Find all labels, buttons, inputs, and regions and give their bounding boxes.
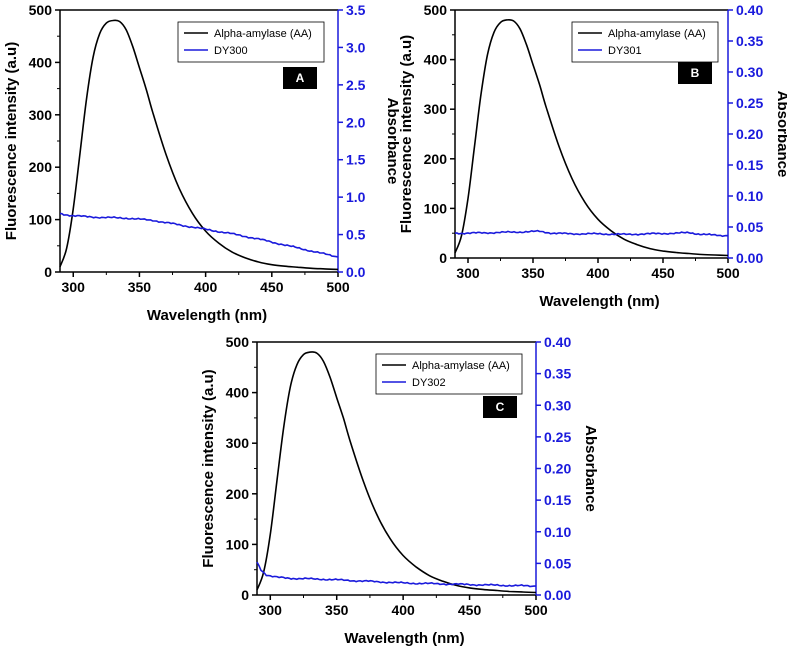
- y-left-tick-label: 400: [424, 52, 448, 68]
- y-right-tick-label: 0.10: [736, 188, 763, 204]
- y-right-tick-label: 0.05: [736, 219, 763, 235]
- y-right-tick-label: 0.15: [544, 492, 571, 508]
- y-left-tick-label: 100: [226, 536, 250, 552]
- x-tick-label: 300: [259, 602, 283, 618]
- x-tick-label: 500: [524, 602, 548, 618]
- y-left-axis-title: Fluorescence intensity (a.u): [200, 369, 217, 567]
- series-line-dy300: [59, 212, 339, 258]
- series-line-dy301: [454, 229, 729, 238]
- panel-c: 300 350 400 450 50001002003004005000.000.050…: [200, 334, 599, 647]
- panel-badge: [483, 396, 517, 418]
- x-tick-label: 350: [521, 265, 545, 281]
- x-tick-label: 350: [325, 602, 349, 618]
- legend: Alpha-amylase (AA) DY300: [177, 21, 325, 63]
- legend-entry: Alpha-amylase (AA): [412, 360, 510, 372]
- y-left-axis-title: Fluorescence intensity (a.u): [3, 42, 20, 240]
- x-tick-label: 400: [194, 279, 218, 295]
- y-right-tick-label: 3.5: [346, 2, 366, 18]
- panel-badge: [678, 62, 712, 84]
- legend-entry: Alpha-amylase (AA): [214, 28, 312, 40]
- y-right-tick-label: 0.00: [736, 250, 763, 266]
- y-left-tick-label: 500: [424, 2, 448, 18]
- x-axis-title: Wavelength (nm): [539, 293, 659, 310]
- y-right-tick-label: 0.25: [736, 95, 763, 111]
- x-tick-label: 500: [716, 265, 740, 281]
- y-left-tick-label: 100: [424, 200, 448, 216]
- panel-b: 300 350 400 450 50001002003004005000.000.050…: [398, 2, 787, 310]
- legend-box: [177, 21, 325, 63]
- y-right-tick-label: 0.20: [544, 461, 571, 477]
- x-tick-label: 450: [260, 279, 284, 295]
- x-axis-title: Wavelength (nm): [344, 630, 464, 647]
- y-right-tick-label: 1.0: [346, 189, 366, 205]
- y-right-tick-label: 0.20: [736, 126, 763, 142]
- x-tick-label: 500: [326, 279, 350, 295]
- y-left-axis-title: Fluorescence intensity (a.u): [398, 35, 415, 233]
- y-right-tick-label: 0.5: [346, 227, 366, 243]
- y-right-tick-label: 2.0: [346, 114, 366, 130]
- legend-box: [571, 21, 719, 63]
- y-left-tick-label: 200: [29, 159, 53, 175]
- legend-box: [375, 353, 523, 395]
- x-tick-label: 400: [586, 265, 610, 281]
- x-axis-title: Wavelength (nm): [147, 307, 267, 324]
- y-right-axis-title: Absorbance: [774, 91, 787, 178]
- y-right-tick-label: 0.10: [544, 524, 571, 540]
- x-tick-label: 400: [391, 602, 415, 618]
- legend: Alpha-amylase (AA) DY302: [375, 353, 523, 395]
- x-tick-label: 300: [456, 265, 480, 281]
- y-right-tick-label: 0.0: [346, 264, 366, 280]
- y-left-tick-label: 300: [29, 107, 53, 123]
- y-right-tick-label: 0.15: [736, 157, 763, 173]
- y-left-tick-label: 0: [241, 587, 249, 603]
- y-right-axis-title: Absorbance: [582, 425, 599, 512]
- y-right-tick-label: 0.35: [544, 366, 571, 382]
- y-right-tick-label: 1.5: [346, 152, 366, 168]
- legend-entry: DY302: [412, 377, 446, 389]
- y-left-tick-label: 400: [29, 54, 53, 70]
- series-line-alpha-amylase: [454, 18, 729, 257]
- series-line-alpha-amylase: [59, 19, 339, 271]
- y-left-tick-label: 200: [226, 486, 250, 502]
- y-left-tick-label: 500: [226, 334, 250, 350]
- y-right-tick-label: 0.25: [544, 429, 571, 445]
- x-tick-label: 450: [458, 602, 482, 618]
- legend: Alpha-amylase (AA) DY301: [571, 21, 719, 63]
- y-left-tick-label: 500: [29, 2, 53, 18]
- series-line-dy302: [256, 561, 536, 588]
- panel-badge-label: B: [691, 66, 700, 80]
- panel-badge-label: A: [296, 71, 305, 85]
- legend-entry: DY300: [214, 45, 248, 57]
- x-tick-label: 450: [651, 265, 675, 281]
- legend-entry: DY301: [608, 45, 642, 57]
- y-right-tick-label: 0.30: [736, 64, 763, 80]
- y-right-tick-label: 0.35: [736, 33, 763, 49]
- series-line-alpha-amylase: [256, 351, 537, 594]
- y-right-tick-label: 0.30: [544, 397, 571, 413]
- legend-entry: Alpha-amylase (AA): [608, 28, 706, 40]
- y-left-tick-label: 100: [29, 212, 53, 228]
- y-left-tick-label: 300: [424, 101, 448, 117]
- panel-badge: [283, 67, 317, 89]
- y-right-tick-label: 0.40: [544, 334, 571, 350]
- y-left-tick-label: 0: [44, 264, 52, 280]
- y-right-tick-label: 3.0: [346, 39, 366, 55]
- panel-badge-label: C: [496, 400, 505, 414]
- x-tick-label: 300: [62, 279, 86, 295]
- y-left-tick-label: 300: [226, 435, 250, 451]
- y-left-tick-label: 200: [424, 151, 448, 167]
- y-left-tick-label: 400: [226, 385, 250, 401]
- y-right-tick-label: 0.00: [544, 587, 571, 603]
- y-right-axis-title: Absorbance: [384, 98, 401, 185]
- x-tick-label: 350: [128, 279, 152, 295]
- panel-a: 300 350 400 450 50001002003004005000.00.51.0…: [3, 2, 401, 324]
- y-right-tick-label: 0.05: [544, 555, 571, 571]
- y-right-tick-label: 0.40: [736, 2, 763, 18]
- y-left-tick-label: 0: [439, 250, 447, 266]
- y-right-tick-label: 2.5: [346, 77, 366, 93]
